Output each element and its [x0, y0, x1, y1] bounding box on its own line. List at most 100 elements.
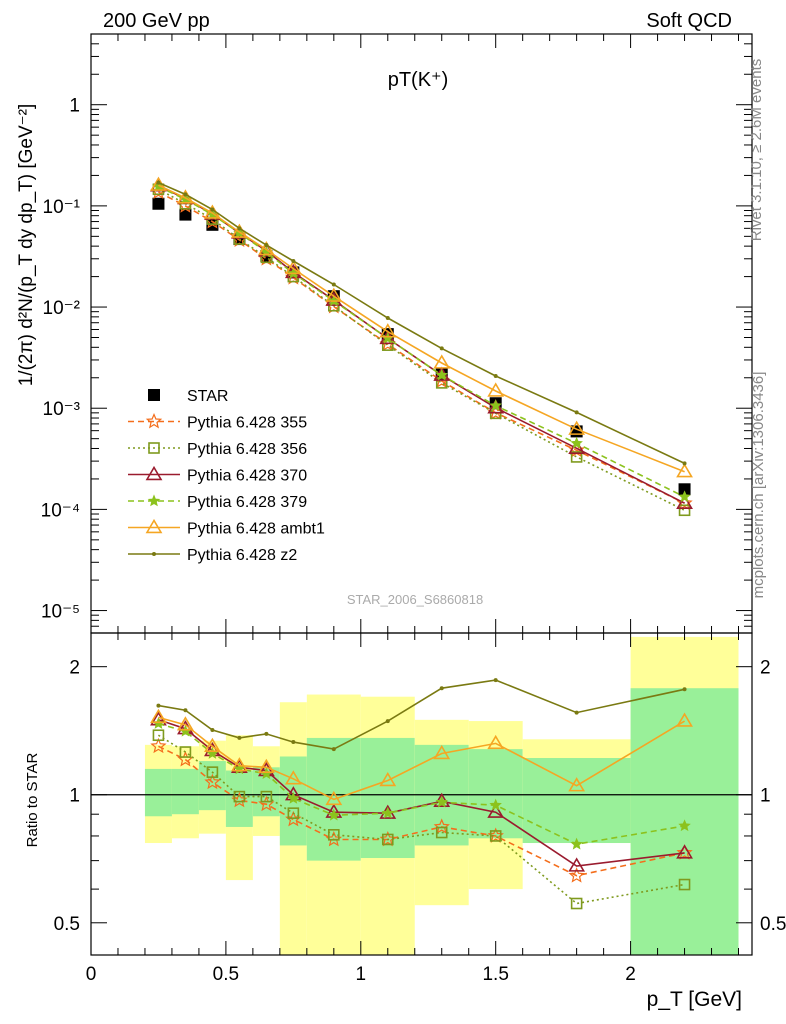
stat-uncertainty-band	[360, 737, 415, 859]
marker-open-triangle	[433, 354, 451, 369]
x-axis-label: p_T [GeV]	[647, 988, 742, 1011]
marker-dot	[439, 686, 444, 691]
marker-star	[568, 867, 585, 883]
marker-open-square	[678, 878, 691, 891]
marker-open-square	[233, 790, 246, 803]
ratio-y-tick-label: 2	[69, 658, 80, 679]
marker-open-triangle	[379, 323, 397, 338]
series-line	[158, 185, 685, 498]
y-tick-label: 10⁻¹	[43, 197, 81, 218]
legend-label: Pythia 6.428 z2	[187, 547, 297, 564]
y-tick-label: 10⁻⁴	[41, 500, 80, 521]
marker-star	[489, 798, 502, 811]
marker-open-triangle	[177, 716, 194, 731]
legend-entry: Pythia 6.428 356	[128, 441, 307, 458]
ratio-y-tick-label: 0.5	[54, 914, 80, 935]
stat-uncertainty-band	[522, 757, 631, 844]
marker-open-triangle	[487, 382, 505, 397]
series-line	[158, 181, 685, 465]
marker-star	[678, 819, 691, 832]
ratio-y-tick-label: 1	[69, 786, 80, 807]
marker-open-triangle	[676, 712, 693, 727]
marker-dot	[156, 703, 161, 708]
marker-dot	[291, 740, 296, 745]
marker-dot	[264, 243, 269, 248]
mcplots-label: mcplots.cern.ch [arXiv:1306.3436]	[750, 372, 767, 599]
ratio-line	[158, 716, 686, 801]
marker-star	[204, 773, 221, 790]
ratio-plot-series	[150, 678, 693, 910]
y-tick-label: 10⁻⁵	[41, 602, 80, 623]
legend-entry: Pythia 6.428 ambt1	[128, 518, 325, 538]
header-left: 200 GeV pp	[103, 10, 210, 32]
marker-star	[435, 368, 448, 381]
marker-dot	[331, 747, 336, 752]
ratio-series-pythia-6-428-ambt1	[150, 708, 693, 806]
marker-dot	[183, 192, 188, 197]
ratio-y-tick-label-right: 1	[760, 786, 771, 807]
marker-open-triangle	[568, 777, 586, 792]
marker-star	[676, 844, 693, 860]
ratio-y-axis-label: Ratio to STAR	[24, 752, 41, 847]
marker-star	[327, 808, 341, 821]
marker-dot	[331, 282, 336, 287]
marker-dot	[385, 315, 390, 320]
marker-dot	[152, 552, 156, 556]
marker-star	[435, 795, 448, 808]
marker-dot	[210, 727, 215, 732]
marker-open-triangle	[145, 518, 163, 534]
marker-open-square	[570, 451, 583, 463]
main-y-axis-label: 1/(2π) d²N/(p_T dy dp_T) [GeV⁻²]	[16, 104, 37, 387]
legend-entry: Pythia 6.428 355	[128, 412, 307, 432]
marker-open-triangle	[150, 708, 167, 724]
y-tick-label: 10⁻³	[43, 399, 81, 420]
marker-open-square	[260, 790, 273, 803]
marker-open-triangle	[284, 260, 302, 275]
marker-star	[433, 818, 450, 834]
marker-open-triangle	[379, 771, 397, 787]
ratio-y-tick-label-right: 0.5	[760, 914, 786, 935]
marker-open-triangle	[204, 737, 221, 752]
marker-dot	[385, 719, 390, 724]
marker-dot	[237, 226, 242, 231]
marker-open-triangle	[487, 803, 505, 818]
legend-label: Pythia 6.428 ambt1	[187, 521, 325, 538]
marker-square	[152, 197, 165, 210]
marker-open-square	[570, 897, 583, 910]
x-tick-label: 2	[625, 964, 636, 985]
legend-label: Pythia 6.428 355	[187, 415, 307, 432]
marker-open-square	[328, 829, 340, 841]
legend-entry: Pythia 6.428 370	[128, 465, 307, 485]
marker-open-triangle	[676, 844, 693, 859]
marker-open-triangle	[325, 287, 343, 302]
marker-dot	[574, 410, 579, 415]
axes: 0 0.5 1 1.5 2 1 10⁻¹ 10⁻² 10⁻³ 10⁻⁴ 10⁻⁵ 0.5 0.5 1 1 2 2	[41, 33, 786, 985]
marker-dot	[682, 461, 687, 466]
watermark: STAR_2006_S6860818	[347, 592, 483, 607]
marker-open-square	[287, 807, 300, 819]
header-right: Soft QCD	[646, 10, 732, 32]
marker-star	[145, 412, 163, 429]
ratio-series-pythia-6-428-z2	[156, 678, 687, 752]
ratio-line	[157, 734, 685, 905]
series-pythia-6-428-ambt1	[150, 176, 693, 478]
legend-label: Pythia 6.428 356	[187, 441, 307, 458]
marker-dot	[493, 374, 498, 379]
legend-entry: STAR	[148, 388, 228, 405]
marker-open-square	[381, 833, 394, 846]
marker-star	[489, 399, 502, 411]
rivet-label: Rivet 3.1.10, ≥ 2.6M events	[748, 59, 765, 242]
series-pythia-6-428-z2	[156, 180, 687, 466]
marker-open-triangle	[284, 770, 302, 785]
ratio-y-tick-label-right: 2	[760, 658, 771, 679]
ratio-line	[158, 679, 685, 750]
marker-dot	[493, 678, 498, 683]
y-tick-label: 1	[69, 96, 80, 117]
ratio-plot-frame	[90, 632, 753, 956]
x-tick-label: 0	[86, 964, 97, 985]
marker-dot	[291, 259, 296, 264]
stat-uncertainty-band	[171, 768, 199, 815]
legend-label: STAR	[187, 388, 228, 405]
marker-open-square	[152, 729, 165, 742]
